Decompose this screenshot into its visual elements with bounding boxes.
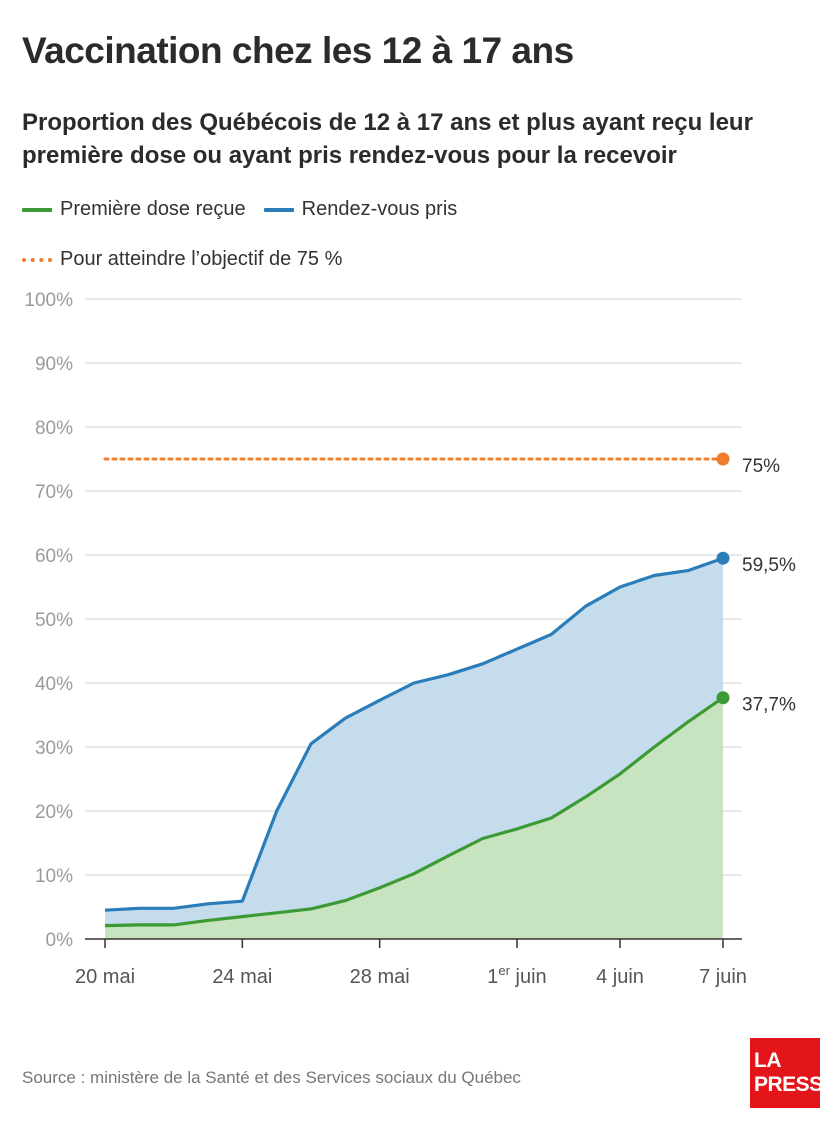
chart-subtitle: Proportion des Québécois de 12 à 17 ans … bbox=[22, 109, 753, 169]
legend-item-appointments: Rendez-vous pris bbox=[263, 198, 458, 221]
appointments-line bbox=[104, 556, 724, 912]
legend-swatch-first-dose bbox=[22, 207, 52, 212]
la-presse-logo: LA PRESSE bbox=[750, 1038, 837, 1108]
y-tick-label: 40% bbox=[35, 674, 73, 695]
y-tick-label: 50% bbox=[35, 610, 73, 631]
x-tick-label: 24 mai bbox=[212, 966, 272, 988]
appointments-area bbox=[105, 558, 723, 926]
chart-title: Vaccination chez les 12 à 17 ans bbox=[22, 30, 574, 71]
y-tick-label: 30% bbox=[35, 738, 73, 759]
target-end-label: 75% bbox=[742, 456, 780, 477]
first-dose-line bbox=[104, 696, 724, 928]
x-tick-label: 7 juin bbox=[699, 966, 747, 988]
source-note: Source : ministère de la Santé et des Se… bbox=[22, 1068, 521, 1087]
chart-plot: 0% 10% 20% 30% 40% 50% 60% 70% 80% 90% 100% 20 mai 2… bbox=[24, 290, 796, 988]
y-tick-label: 80% bbox=[35, 418, 73, 439]
appointments-end-label: 59,5% bbox=[742, 555, 796, 576]
x-tick-label: 1er juin bbox=[487, 963, 546, 988]
x-tick-label: 4 juin bbox=[596, 966, 644, 988]
legend-item-target: Pour atteindre l’objectif de 75 % bbox=[22, 248, 342, 271]
logo-line-1: LA bbox=[754, 1049, 782, 1072]
y-tick-label: 100% bbox=[24, 290, 73, 311]
first-dose-end-marker bbox=[716, 691, 730, 705]
legend-target: Pour atteindre l’objectif de 75 % bbox=[22, 248, 360, 271]
y-tick-label: 10% bbox=[35, 866, 73, 887]
x-tick-label: 28 mai bbox=[350, 966, 410, 988]
y-tick-label: 0% bbox=[46, 930, 74, 951]
appointments-end-marker bbox=[716, 551, 730, 565]
legend: Première dose reçue Rendez-vous pris bbox=[22, 198, 475, 221]
legend-swatch-target bbox=[22, 257, 52, 262]
legend-label-appointments: Rendez-vous pris bbox=[301, 198, 458, 220]
y-tick-label: 90% bbox=[35, 354, 73, 375]
target-end-marker bbox=[716, 452, 730, 466]
x-tick-label: 20 mai bbox=[75, 966, 135, 988]
logo-line-2: PRESSE bbox=[754, 1073, 837, 1096]
y-tick-label: 60% bbox=[35, 546, 73, 567]
legend-label-first-dose: Première dose reçue bbox=[60, 198, 246, 220]
legend-item-first-dose: Première dose reçue bbox=[22, 198, 246, 221]
y-tick-label: 20% bbox=[35, 802, 73, 823]
legend-swatch-appointments bbox=[263, 207, 294, 212]
first-dose-end-label: 37,7% bbox=[742, 695, 796, 716]
legend-label-target: Pour atteindre l’objectif de 75 % bbox=[60, 248, 343, 270]
y-tick-label: 70% bbox=[35, 482, 73, 503]
first-dose-area bbox=[105, 697, 723, 939]
